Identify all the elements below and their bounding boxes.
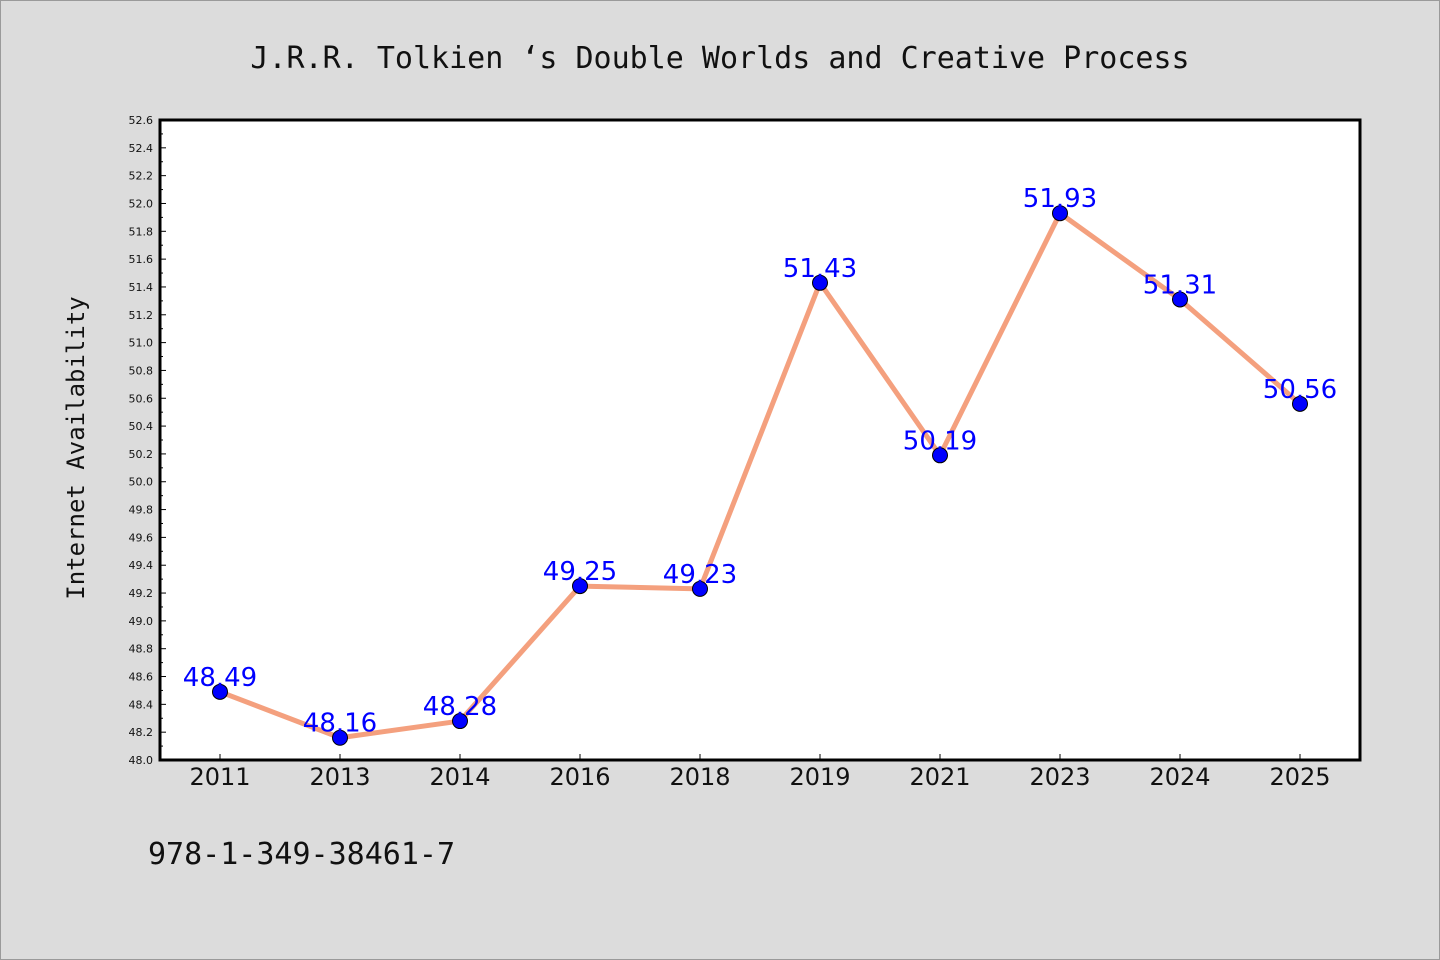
x-tick-label: 2014 — [429, 763, 490, 791]
y-tick-label: 50.2 — [129, 448, 154, 461]
data-point — [452, 713, 468, 730]
data-label: 49.25 — [543, 557, 617, 587]
y-tick-label: 50.6 — [129, 392, 154, 405]
markers-group — [212, 205, 1308, 746]
data-label: 51.43 — [783, 254, 857, 284]
y-tick-label: 49.4 — [129, 559, 154, 572]
y-tick-label: 50.8 — [129, 364, 154, 377]
isbn-footer: 978-1-349-38461-7 — [148, 837, 455, 872]
y-tick-label: 51.8 — [129, 225, 154, 238]
data-point — [932, 447, 948, 464]
data-label: 49.23 — [663, 560, 737, 590]
chart-title: J.R.R. Tolkien ‘s Double Worlds and Crea… — [250, 41, 1189, 76]
x-tick-label: 2018 — [669, 763, 730, 791]
x-tick-label: 2016 — [549, 763, 610, 791]
y-tick-label: 52.6 — [129, 114, 154, 127]
y-tick-label: 48.8 — [129, 643, 154, 656]
y-tick-label: 51.0 — [129, 337, 154, 350]
y-tick-label: 48.4 — [129, 698, 154, 711]
y-tick-label: 49.8 — [129, 504, 154, 517]
y-tick-label: 49.0 — [129, 615, 154, 628]
y-tick-label: 51.4 — [129, 281, 154, 294]
data-label: 51.31 — [1143, 270, 1217, 300]
data-label: 48.49 — [183, 663, 257, 693]
x-tick-label: 2025 — [1269, 763, 1330, 791]
x-tick-label: 2011 — [189, 763, 250, 791]
data-point — [332, 729, 348, 746]
y-tick-label: 51.6 — [129, 253, 154, 266]
data-label: 50.56 — [1263, 375, 1337, 405]
x-tick-label: 2023 — [1029, 763, 1090, 791]
series-line-group — [217, 210, 1303, 741]
y-tick-label: 50.0 — [129, 476, 154, 489]
y-tick-label: 49.6 — [129, 531, 154, 544]
data-point — [692, 580, 708, 597]
data-point — [812, 274, 828, 291]
y-tick-label: 50.4 — [129, 420, 154, 433]
data-point — [572, 578, 588, 595]
y-tick-label: 52.0 — [129, 197, 154, 210]
x-tick-label: 2013 — [309, 763, 370, 791]
data-point — [1172, 291, 1188, 308]
y-tick-label: 49.2 — [129, 587, 154, 600]
y-axis: 48.0 48.2 48.4 48.6 48.8 49.0 49.2 49.4 49.6 49.8… — [129, 114, 166, 767]
data-label: 51.93 — [1023, 184, 1097, 214]
y-tick-label: 48.0 — [129, 754, 154, 767]
data-point — [212, 683, 228, 700]
y-tick-label: 51.2 — [129, 309, 154, 322]
y-tick-label: 48.2 — [129, 726, 154, 739]
y-tick-label: 52.4 — [129, 142, 154, 155]
data-label: 48.28 — [423, 692, 497, 722]
y-axis-label: Internet Availability — [62, 296, 90, 599]
data-point — [1052, 205, 1068, 222]
series-line — [217, 210, 1303, 741]
x-tick-label: 2021 — [909, 763, 970, 791]
data-point — [1292, 395, 1308, 412]
y-tick-label: 48.6 — [129, 671, 154, 684]
x-tick-label: 2024 — [1149, 763, 1210, 791]
x-axis: 2011 2013 2014 2016 2018 2019 2021 2023 2024 2025 — [189, 754, 1331, 791]
x-tick-label: 2019 — [789, 763, 850, 791]
data-label: 48.16 — [303, 709, 377, 739]
data-label: 50.19 — [903, 426, 977, 456]
y-tick-label: 52.2 — [129, 170, 154, 183]
data-labels-group: 48.49 48.16 48.28 49.25 49.23 51.43 50.19 51.93… — [183, 184, 1337, 739]
